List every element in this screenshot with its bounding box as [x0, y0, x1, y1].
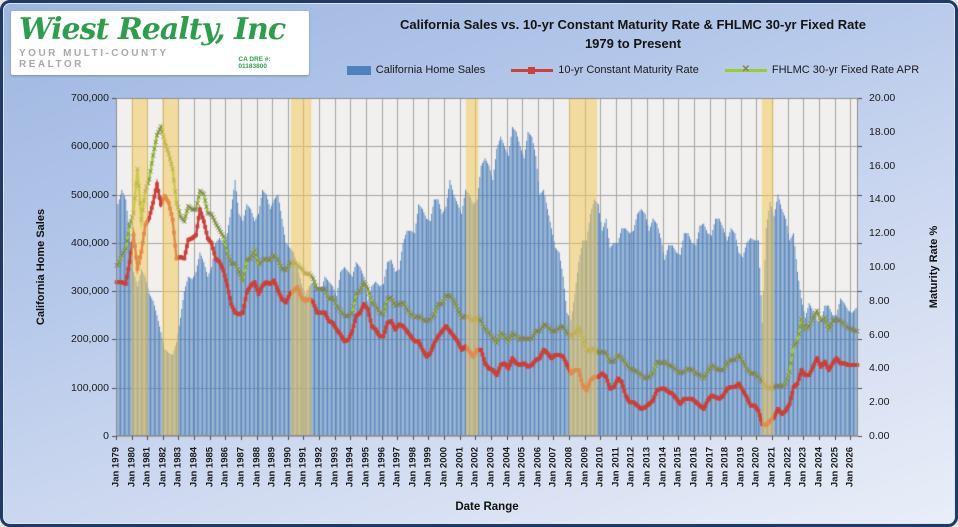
brand-license: CA DRE #: 01183800: [238, 56, 271, 70]
y-right-tick-label: 4.00: [869, 362, 890, 375]
x-tick-label: Jan 2019: [735, 446, 747, 488]
y-right-tick-label: 2.00: [869, 396, 890, 409]
x-tick-label: Jan 2001: [454, 446, 466, 488]
y-left-tick-label: 700,000: [71, 92, 109, 104]
x-tick-label: Jan 2024: [813, 446, 825, 488]
x-tick-label: Jan 2018: [719, 446, 731, 488]
x-tick-label: Jan 1984: [188, 446, 200, 488]
brand-name: Wiest Realty, Inc: [19, 12, 286, 47]
x-tick-label: Jan 1987: [235, 446, 247, 488]
x-tick-label: Jan 1999: [422, 446, 434, 488]
y-left-tick-label: 500,000: [71, 188, 109, 201]
chart-legend: California Home Sales 10-yr Constant Mat…: [323, 64, 943, 76]
x-tick-label: Jan 1979: [110, 446, 122, 488]
x-tick-label: Jan 2004: [501, 446, 513, 488]
line-square-swatch-icon: [511, 66, 554, 75]
y-right-tick-label: 20.00: [869, 92, 896, 104]
y-right-tick-label: 6.00: [869, 328, 890, 341]
legend-item-fhlmc-rate: ✕ FHLMC 30-yr Fixed Rate APR: [724, 64, 920, 76]
x-tick-label: Jan 1996: [376, 446, 388, 488]
x-tick-label: Jan 1989: [266, 446, 278, 488]
x-tick-label: Jan 2006: [532, 446, 544, 488]
y-right-tick-label: 18.00: [869, 125, 896, 138]
legend-label: FHLMC 30-yr Fixed Rate APR: [771, 64, 920, 76]
y-left-tick-label: 400,000: [71, 236, 109, 249]
y-right-tick-label: 14.00: [869, 193, 896, 206]
chart-canvas: [3, 3, 955, 524]
y-right-tick-label: 12.00: [869, 227, 896, 240]
x-tick-label: Jan 2025: [829, 446, 841, 488]
x-tick-label: Jan 1986: [219, 446, 231, 488]
x-tick-label: Jan 2015: [672, 446, 684, 488]
x-tick-label: Jan 1982: [157, 446, 169, 488]
x-tick-label: Jan 2009: [579, 446, 591, 488]
x-tick-label: Jan 2010: [594, 446, 606, 488]
x-tick-label: Jan 1992: [313, 446, 325, 488]
legend-label: California Home Sales: [375, 64, 486, 76]
chart-title-line2: 1979 to Present: [584, 36, 682, 51]
y-left-tick-label: 100,000: [71, 381, 109, 394]
x-axis-title: Date Range: [455, 501, 519, 513]
y-left-tick-label: 300,000: [71, 285, 109, 298]
x-tick-label: Jan 2020: [750, 446, 762, 488]
legend-item-home-sales: California Home Sales: [346, 64, 486, 76]
y-right-tick-label: 10.00: [869, 261, 896, 273]
x-tick-label: Jan 1980: [126, 446, 138, 488]
x-tick-label: Jan 2013: [641, 446, 653, 488]
x-tick-label: Jan 1998: [407, 446, 419, 488]
legend-label: 10-yr Constant Maturity Rate: [558, 64, 699, 76]
x-tick-label: Jan 1983: [172, 446, 184, 488]
x-tick-label: Jan 2008: [563, 446, 575, 488]
y-right-tick-label: 0.00: [869, 430, 890, 442]
x-tick-label: Jan 1991: [297, 446, 309, 488]
x-tick-label: Jan 2011: [610, 447, 622, 487]
y-left-tick-label: 600,000: [71, 140, 109, 153]
y-left-tick-label: 0: [103, 430, 109, 442]
bar-swatch-icon: [346, 65, 371, 75]
y-right-axis-title: Maturity Rate %: [928, 225, 940, 309]
company-logo: Wiest Realty, Inc YOUR MULTI-COUNTY REAL…: [11, 11, 309, 75]
x-tick-label: Jan 1981: [141, 446, 153, 488]
x-tick-label: Jan 2021: [766, 446, 778, 488]
chart-title: California Sales vs. 10-yr Constant Matu…: [323, 15, 943, 53]
x-tick-label: Jan 2005: [516, 446, 528, 488]
brand-tagline: YOUR MULTI-COUNTY REALTOR: [19, 48, 169, 70]
x-tick-label: Jan 2023: [797, 446, 809, 488]
x-tick-label: Jan 2007: [547, 446, 559, 488]
x-tick-label: Jan 2003: [485, 446, 497, 488]
x-tick-label: Jan 1995: [360, 446, 372, 488]
line-x-swatch-icon: ✕: [724, 64, 767, 75]
x-tick-label: Jan 1994: [344, 446, 356, 488]
x-tick-label: Jan 1985: [204, 446, 216, 488]
x-tick-label: Jan 1990: [282, 446, 294, 488]
x-tick-label: Jan 2014: [657, 446, 669, 488]
x-tick-label: Jan 2002: [469, 446, 481, 488]
x-tick-label: Jan 2016: [688, 446, 700, 488]
x-tick-label: Jan 2026: [844, 446, 856, 488]
x-tick-label: Jan 2000: [438, 446, 450, 488]
x-tick-label: Jan 2012: [625, 446, 637, 488]
x-tick-label: Jan 2022: [782, 446, 794, 488]
y-right-tick-label: 8.00: [869, 294, 890, 307]
x-tick-label: Jan 1997: [391, 446, 403, 488]
x-tick-label: Jan 2017: [704, 446, 716, 488]
chart-title-line1: California Sales vs. 10-yr Constant Matu…: [400, 17, 866, 32]
x-tick-label: Jan 1993: [329, 446, 341, 488]
legend-item-cmt-rate: 10-yr Constant Maturity Rate: [511, 64, 699, 76]
y-left-axis-title: California Home Sales: [35, 208, 47, 326]
x-tick-label: Jan 1988: [251, 446, 263, 488]
y-right-tick-label: 16.00: [869, 159, 896, 172]
y-left-tick-label: 200,000: [71, 333, 109, 346]
